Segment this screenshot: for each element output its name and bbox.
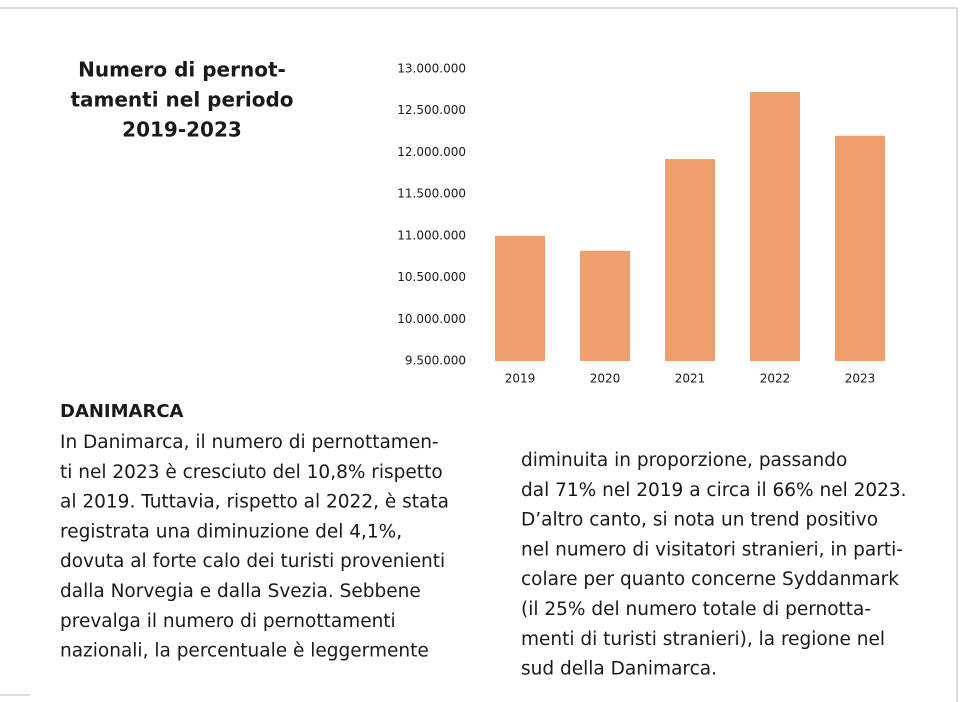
body-line: dovuta al forte calo dei turisti proveni… (60, 551, 445, 572)
y-tick-label: 11.500.000 (397, 187, 466, 201)
body-line: prevalga il numero di pernottamenti (60, 611, 396, 632)
x-tick-label: 2021 (675, 372, 706, 386)
body-line: al 2019. Tuttavia, rispetto al 2022, è s… (60, 492, 449, 513)
x-tick-label: 2023 (845, 372, 876, 386)
body-line: D’altro canto, si nota un trend positivo (521, 510, 878, 531)
body-line: menti di turisti stranieri), la regione … (521, 629, 885, 650)
body-line: nel numero di visitatori stranieri, in p… (521, 539, 903, 560)
chart-title: Numero di pernot- (78, 58, 286, 82)
bar (665, 159, 715, 361)
body-line: ti nel 2023 è cresciuto del 10,8% rispet… (60, 462, 443, 483)
bar (495, 235, 545, 361)
body-line: dal 71% nel 2019 a circa il 66% nel 2023… (521, 480, 907, 501)
y-tick-label: 12.000.000 (397, 145, 466, 159)
body-line: diminuita in proporzione, passando (521, 450, 847, 471)
x-tick-label: 2019 (505, 372, 536, 386)
body-line: In Danimarca, il numero di pernottamen- (60, 432, 439, 453)
y-tick-label: 12.500.000 (397, 103, 466, 117)
article-heading: DANIMARCA (60, 401, 184, 422)
bar (750, 91, 800, 361)
bar (580, 250, 630, 361)
x-tick-label: 2020 (590, 372, 621, 386)
bar (835, 135, 885, 361)
body-line: nazionali, la percentuale è leggermente (60, 641, 429, 662)
x-tick-label: 2022 (760, 372, 791, 386)
body-line: dalla Norvegia e dalla Svezia. Sebbene (60, 581, 421, 602)
chart-title: tamenti nel periodo (70, 88, 293, 112)
y-tick-label: 10.000.000 (397, 312, 466, 326)
y-tick-label: 10.500.000 (397, 270, 466, 284)
body-line: (il 25% del numero totale di pernotta- (521, 599, 871, 620)
y-tick-label: 11.000.000 (397, 228, 466, 242)
body-line: registrata una diminuzione del 4,1%, (60, 521, 402, 542)
body-line: colare per quanto concerne Syddanmark (521, 569, 899, 590)
y-tick-label: 9.500.000 (405, 354, 466, 368)
chart-title: 2019-2023 (122, 118, 242, 142)
y-tick-label: 13.000.000 (397, 62, 466, 76)
body-line: sud della Danimarca. (521, 659, 717, 680)
